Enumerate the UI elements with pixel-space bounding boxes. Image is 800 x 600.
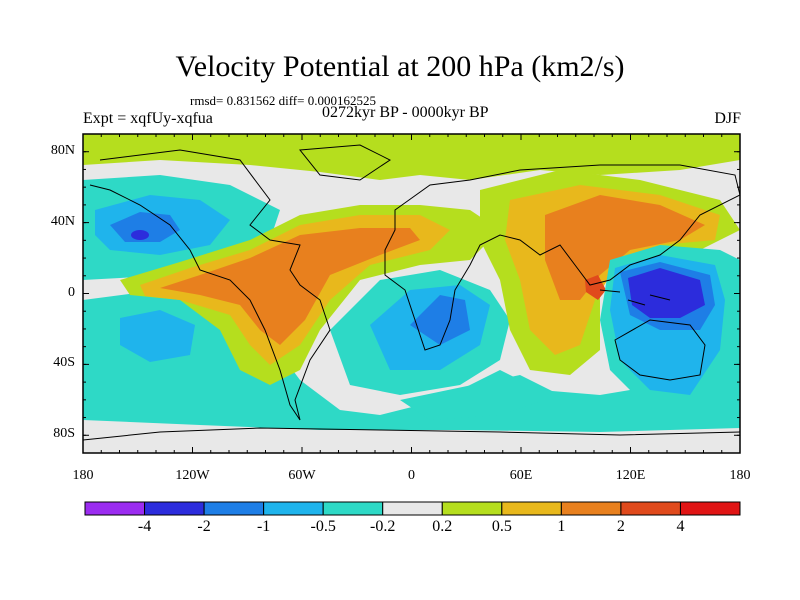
lon-label: 120W xyxy=(175,468,210,483)
antarctic-negative xyxy=(400,375,560,420)
colorbar-label: 4 xyxy=(676,518,685,535)
lon-label: 60E xyxy=(509,468,533,483)
lat-label: 80N xyxy=(50,142,75,158)
lon-label: 120E xyxy=(615,468,646,483)
colorbar-swatch xyxy=(560,501,622,516)
asia-positive-core xyxy=(545,195,705,300)
colorbar-label: -2 xyxy=(197,518,211,535)
axis-ticks xyxy=(82,133,741,454)
colorbar-swatch xyxy=(382,501,443,516)
chart-title: Velocity Potential at 200 hPa (km2/s) xyxy=(175,50,625,83)
colorbar-swatch xyxy=(84,501,146,516)
colorbar-label: 2 xyxy=(616,518,625,535)
experiment-label: Expt = xqfUy-xqfua xyxy=(83,110,213,127)
lon-label: 60W xyxy=(288,468,316,483)
season-label: DJF xyxy=(714,110,741,127)
colorbar-swatch xyxy=(263,501,324,516)
lat-label: 80S xyxy=(53,426,75,442)
colorbar-swatch xyxy=(501,501,562,516)
colorbar-swatch xyxy=(144,501,205,516)
colorbar-swatch xyxy=(679,501,741,516)
stats-text: rmsd= 0.831562 diff= 0.000162525 xyxy=(190,93,376,108)
southeast-asia-positive-max xyxy=(585,275,606,300)
lon-label: 0 xyxy=(408,468,415,483)
colorbar-label: 0.5 xyxy=(491,518,512,535)
south-atlantic-negative-core xyxy=(410,295,470,345)
colorbar-label: -0.5 xyxy=(310,518,336,535)
lon-label: 180 xyxy=(729,468,751,483)
arctic-positive xyxy=(83,134,740,180)
colorbar-swatch xyxy=(441,501,503,516)
lat-label: 0 xyxy=(68,284,75,300)
colorbar-swatch xyxy=(620,501,681,516)
colorbar-label: 0.2 xyxy=(432,518,453,535)
colorbar-label: -4 xyxy=(137,518,152,535)
colorbar-label: 1 xyxy=(557,518,566,535)
colorbar-label: -0.2 xyxy=(370,518,396,535)
maritime-negative-core xyxy=(628,268,705,318)
coastlines xyxy=(83,144,740,441)
colorbar-swatch xyxy=(203,501,265,516)
colorbar-label: -1 xyxy=(256,518,271,535)
colorbar-swatch xyxy=(322,501,384,516)
colorbar xyxy=(84,501,741,516)
south-pacific-negative-inner xyxy=(120,310,195,362)
lon-label: 180 xyxy=(72,468,94,483)
lat-label: 40S xyxy=(53,355,75,371)
lat-label: 40N xyxy=(50,213,75,229)
americas-atlantic-positive-core xyxy=(160,228,420,345)
period-label: 0272kyr BP - 0000kyr BP xyxy=(322,104,489,121)
north-pacific-minimum xyxy=(131,230,149,240)
